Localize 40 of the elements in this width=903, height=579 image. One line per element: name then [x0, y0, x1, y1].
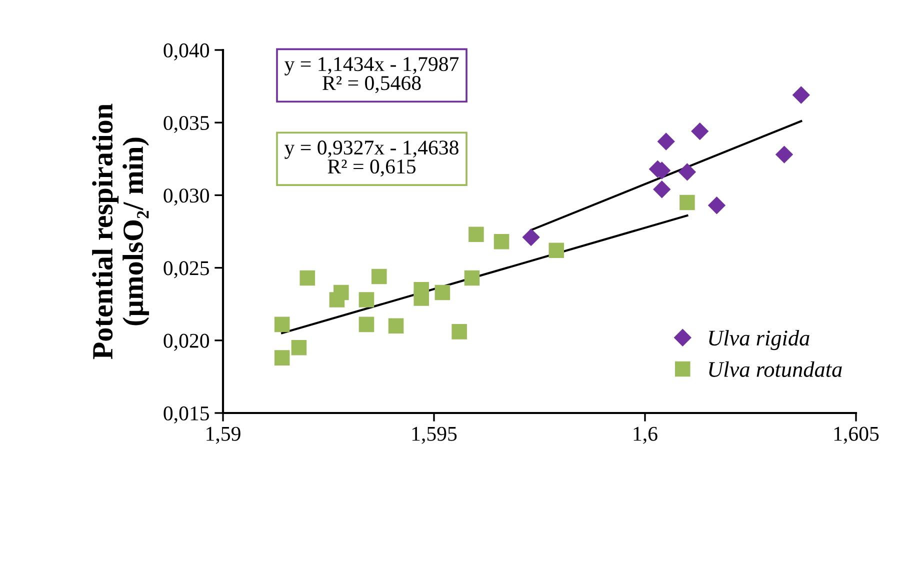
point: [334, 284, 349, 300]
y-tick-label: 0,035: [164, 116, 209, 134]
point: [658, 132, 675, 150]
x-tick-label: 1,6: [634, 426, 658, 444]
point: [792, 86, 810, 104]
x-tick-label: 1,595: [412, 426, 457, 444]
point: [691, 122, 708, 140]
y-tick-label: 0,020: [164, 334, 210, 351]
point: [358, 316, 374, 332]
point: [274, 350, 290, 366]
y-tick-label: 0,015: [164, 406, 209, 424]
point: [548, 242, 564, 258]
point: [522, 228, 540, 246]
point: [776, 146, 793, 164]
legend-label: Ulva rotundata: [709, 361, 842, 378]
y-tick-label: 0,025: [164, 261, 209, 278]
y-tick-label: 0,030: [164, 188, 210, 206]
point: [452, 324, 467, 340]
point: [678, 163, 696, 181]
x-tick-label: 1,59: [206, 426, 240, 444]
point: [274, 316, 290, 332]
point: [372, 268, 387, 284]
point: [680, 194, 695, 210]
point: [708, 196, 726, 214]
point: [434, 284, 450, 300]
point: [388, 318, 404, 334]
legend-label: Ulva rigida: [709, 330, 810, 350]
y-axis-title: Potential respiration (µmolsO₂/ min): [92, 104, 150, 360]
annotation: y = 0,9327x - 1,4638 R² = 0,615: [284, 140, 458, 177]
point: [464, 270, 480, 286]
point: [414, 290, 429, 306]
x-tick-label: 1,605: [834, 426, 879, 444]
point: [494, 234, 510, 250]
y-tick-label: 0,040: [164, 43, 210, 60]
annotation: y = 1,1434x - 1,7987 R² = 0,5468: [284, 57, 459, 94]
point: [300, 270, 316, 286]
point: [291, 340, 307, 356]
point: [653, 180, 670, 198]
point: [468, 226, 484, 242]
point: [358, 292, 374, 308]
